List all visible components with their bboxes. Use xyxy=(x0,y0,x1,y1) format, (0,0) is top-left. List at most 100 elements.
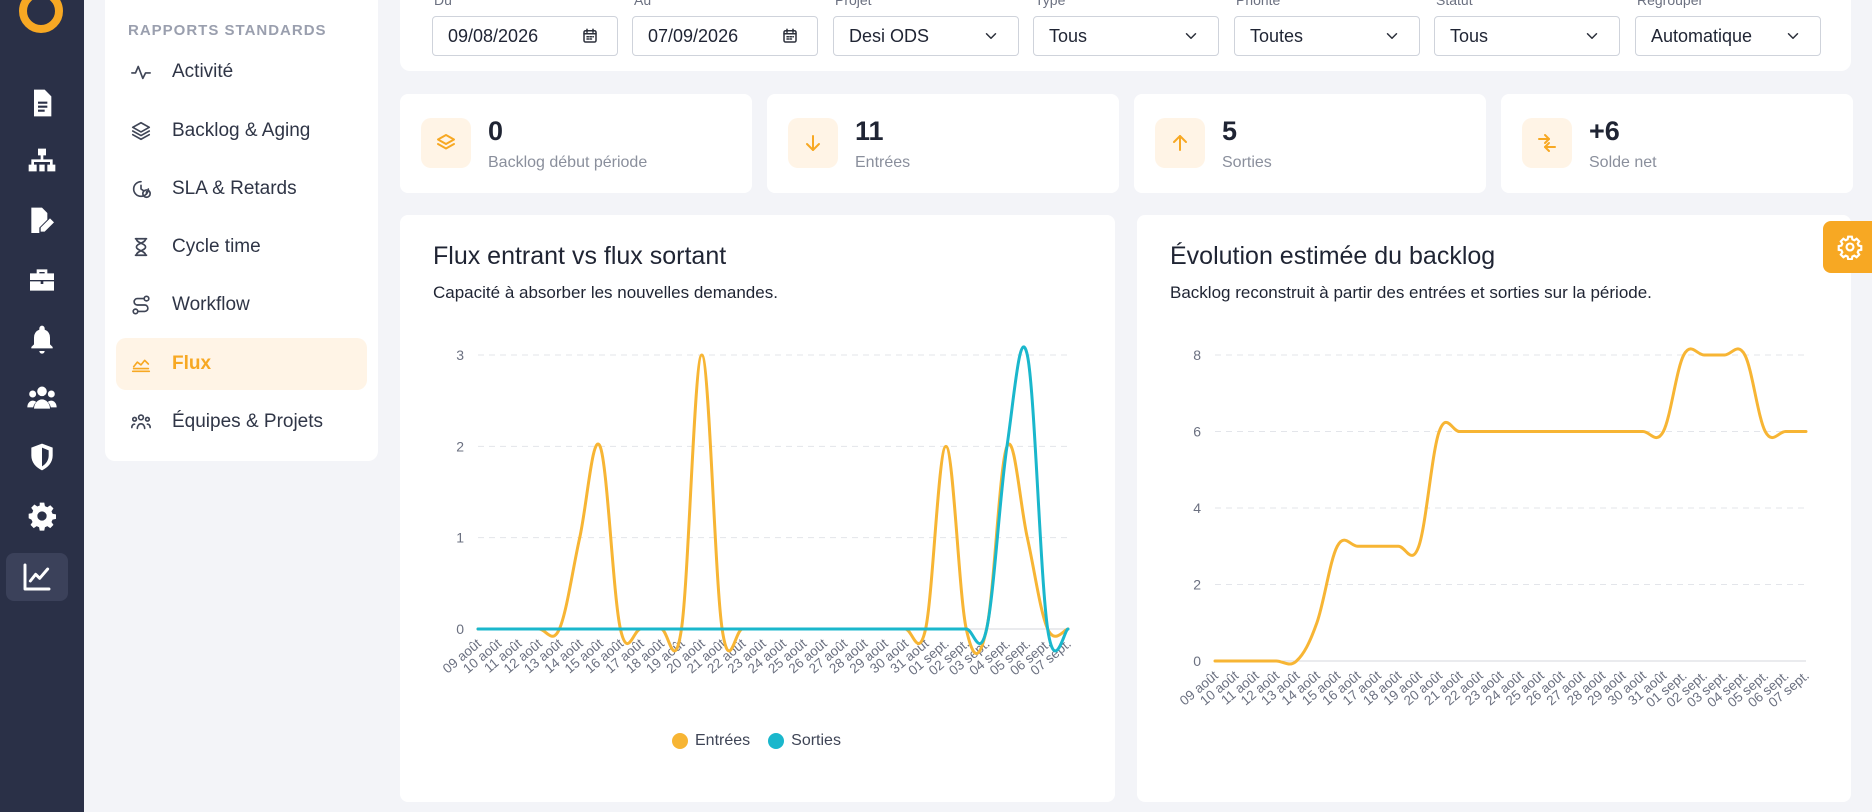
gear-icon[interactable] xyxy=(0,492,84,540)
briefcase-icon[interactable] xyxy=(0,256,84,304)
swap-icon xyxy=(1522,118,1572,168)
arrow-down-icon xyxy=(788,118,838,168)
priority-select[interactable]: Toutes xyxy=(1234,16,1420,56)
status-select-value: Tous xyxy=(1450,25,1489,46)
menu-item-label: Workflow xyxy=(172,294,250,315)
chevron-down-icon xyxy=(1185,33,1197,39)
menu-item-sla-retards[interactable]: SLA & Retards xyxy=(116,163,367,215)
kpi-solde-net: +6 Solde net xyxy=(1501,94,1853,193)
chevron-down-icon xyxy=(985,33,997,39)
chevron-down-icon xyxy=(1787,33,1799,39)
flux-chart-subtitle: Capacité à absorber les nouvelles demand… xyxy=(433,283,778,302)
menu-item-equipes-projets[interactable]: Équipes & Projets xyxy=(116,396,367,448)
project-select-value: Desi ODS xyxy=(849,25,930,46)
kpi-backlog-start: 0 Backlog début période xyxy=(400,94,752,193)
filter-project-label: Projet xyxy=(835,0,872,8)
menu-item-label: SLA & Retards xyxy=(172,178,297,199)
priority-select-value: Toutes xyxy=(1250,25,1304,46)
backlog-chart-series-line-0[interactable] xyxy=(1213,347,1808,666)
kpi-label: Backlog début période xyxy=(488,154,648,171)
backlog-chart-y-tick-label: 6 xyxy=(1193,424,1201,440)
kpi-sorties: 5 Sorties xyxy=(1134,94,1486,193)
reports-menu: RAPPORTS STANDARDS Activité Backlog & Ag… xyxy=(105,0,378,461)
flux-chart-title: Flux entrant vs flux sortant xyxy=(433,242,727,270)
filter-to-label: Au xyxy=(634,0,652,8)
hourglass-icon xyxy=(134,237,148,257)
legend-item-sorties[interactable]: Sorties xyxy=(768,732,841,750)
menu-item-label: Activité xyxy=(172,61,234,82)
flux-chart-series-line-0[interactable] xyxy=(476,353,1070,655)
legend-dot-sorties xyxy=(768,733,785,749)
flux-chart-y-tick-label: 3 xyxy=(456,347,464,363)
customizer-toggle-button[interactable] xyxy=(1823,221,1872,273)
flux-chart-card: 0 1 2 3 09 août 10 août 11 août 12 août 13 août 1… xyxy=(400,215,1115,802)
type-select-value: Tous xyxy=(1049,25,1088,46)
menu-item-label: Flux xyxy=(172,353,212,374)
menu-item-label: Équipes & Projets xyxy=(172,411,324,432)
flux-chart-y-tick-label: 1 xyxy=(456,530,464,546)
file-edit-icon[interactable] xyxy=(0,197,84,245)
arrow-up-icon xyxy=(1155,118,1205,168)
menu-item-label: Cycle time xyxy=(172,236,261,257)
layers-icon xyxy=(131,121,151,141)
menu-item-backlog-aging[interactable]: Backlog & Aging xyxy=(116,105,367,157)
menu-item-flux[interactable]: Flux xyxy=(116,338,367,390)
kpi-label: Solde net xyxy=(1589,154,1657,171)
chart-line-icon[interactable] xyxy=(6,553,68,601)
legend-label-sorties: Sorties xyxy=(791,732,841,749)
calendar-icon[interactable] xyxy=(781,27,799,45)
kpi-value: 5 xyxy=(1222,116,1238,146)
app-logo[interactable] xyxy=(19,0,63,33)
legend-dot-entrees xyxy=(672,733,688,749)
group-by-select[interactable]: Automatique xyxy=(1635,16,1821,56)
org-chart-icon[interactable] xyxy=(0,138,84,186)
backlog-chart-y-tick-label: 8 xyxy=(1193,347,1201,363)
chevron-down-icon xyxy=(1386,33,1398,39)
status-select[interactable]: Tous xyxy=(1434,16,1620,56)
kpi-entrees: 11 Entrées xyxy=(767,94,1119,193)
chevron-down-icon xyxy=(1586,33,1598,39)
gear-icon xyxy=(1837,235,1863,260)
menu-item-activite[interactable]: Activité xyxy=(116,46,367,98)
flux-chart-legend: Entrées Sorties xyxy=(672,732,841,750)
backlog-chart-y-tick-label: 2 xyxy=(1193,577,1201,593)
group-by-select-value: Automatique xyxy=(1651,25,1753,46)
filter-priority-label: Priorité xyxy=(1236,0,1281,8)
flux-chart-y-tick-label: 2 xyxy=(456,438,464,454)
calendar-icon[interactable] xyxy=(581,27,599,45)
users-icon[interactable] xyxy=(0,374,84,422)
shield-icon[interactable] xyxy=(0,433,84,481)
menu-item-cycle-time[interactable]: Cycle time xyxy=(116,221,367,273)
legend-label-entrees: Entrées xyxy=(695,732,751,749)
project-select[interactable]: Desi ODS xyxy=(833,16,1019,56)
filter-from-label: Du xyxy=(434,0,452,8)
date-from-value: 09/08/2026 xyxy=(448,25,539,46)
document-icon[interactable] xyxy=(0,79,84,127)
menu-item-workflow[interactable]: Workflow xyxy=(116,279,367,331)
kpi-label: Sorties xyxy=(1222,154,1272,171)
date-to-input[interactable]: 07/09/2026 xyxy=(632,16,818,56)
flux-chart-series-line-1[interactable] xyxy=(476,345,1070,653)
date-from-input[interactable]: 09/08/2026 xyxy=(432,16,618,56)
clock-alert-icon xyxy=(132,180,151,199)
bell-icon[interactable] xyxy=(0,315,84,363)
filter-group-by-label: Regrouper xyxy=(1637,0,1704,8)
backlog-chart-y-tick-label: 0 xyxy=(1193,653,1201,669)
app-sidebar xyxy=(0,0,84,812)
filter-status-label: Statut xyxy=(1436,0,1473,8)
activity-icon xyxy=(131,65,151,80)
area-chart-icon xyxy=(131,359,151,373)
backlog-chart-subtitle: Backlog reconstruit à partir des entrées… xyxy=(1170,283,1652,302)
legend-item-entrees[interactable]: Entrées xyxy=(672,732,750,750)
backlog-chart-y-tick-label: 4 xyxy=(1193,500,1201,516)
filter-type-label: Type xyxy=(1035,0,1066,8)
filter-bar: Du 09/08/2026 Au 07/09/2026 Projet Desi … xyxy=(400,0,1851,71)
layers-icon xyxy=(421,118,471,168)
type-select[interactable]: Tous xyxy=(1033,16,1219,56)
menu-item-label: Backlog & Aging xyxy=(172,120,311,141)
route-icon xyxy=(132,295,150,315)
date-to-value: 07/09/2026 xyxy=(648,25,739,46)
kpi-value: +6 xyxy=(1589,116,1620,146)
